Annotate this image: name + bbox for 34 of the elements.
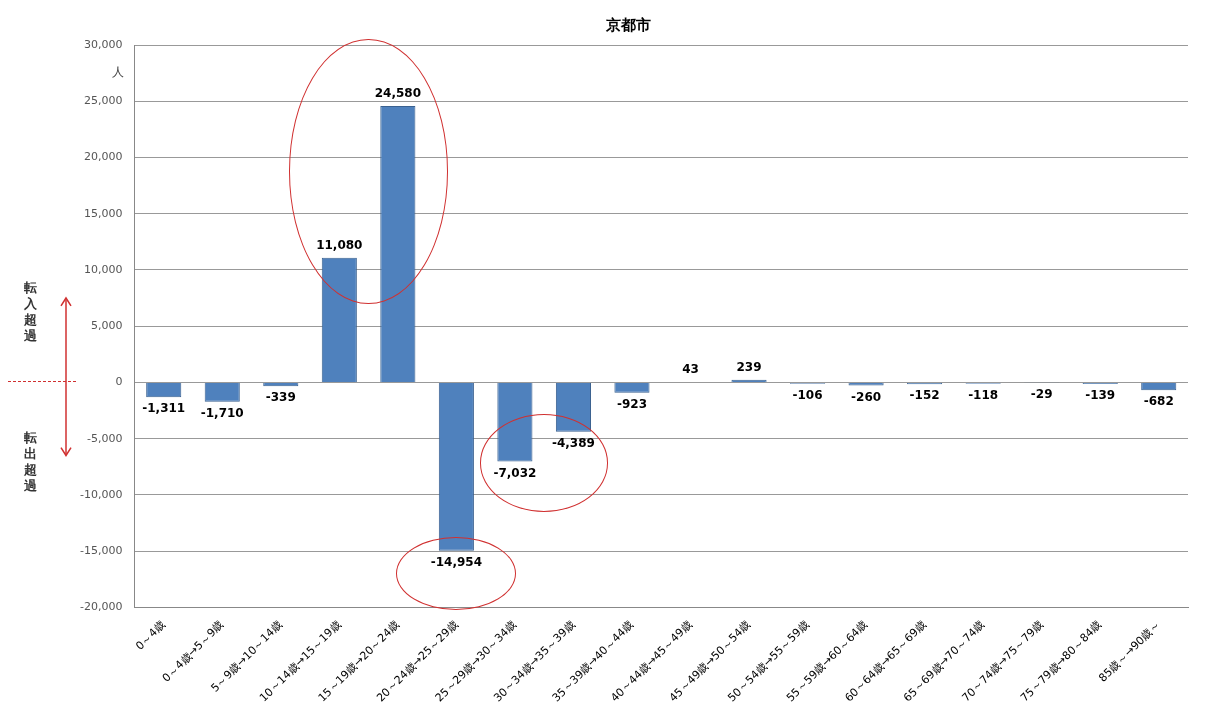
data-label: 43 <box>682 362 699 377</box>
y-tick-label: 15,000 <box>83 206 123 220</box>
data-label: -14,954 <box>430 554 483 569</box>
y-tick-label: -20,000 <box>79 600 123 614</box>
y-tick-label: -5,000 <box>86 431 123 445</box>
data-label: 24,580 <box>374 86 421 101</box>
data-label: -923 <box>616 396 647 411</box>
data-label: -7,032 <box>493 465 537 480</box>
y-tick-label: -10,000 <box>79 487 123 501</box>
data-label: -29 <box>1030 386 1053 401</box>
data-label: -260 <box>851 389 882 404</box>
y-tick-label: 5,000 <box>90 319 123 333</box>
data-label: 11,080 <box>316 237 363 252</box>
text: 転入超過 <box>22 279 38 343</box>
y-tick-label: 25,000 <box>83 94 123 108</box>
data-label: -118 <box>968 387 999 402</box>
data-label: -139 <box>1085 388 1116 403</box>
y-tick-label: -15,000 <box>79 544 123 558</box>
y-axis-title: 人 <box>112 65 125 80</box>
data-label: -4,389 <box>551 435 595 450</box>
y-tick-label: 30,000 <box>83 37 123 51</box>
data-label: -682 <box>1143 394 1174 409</box>
data-label: -106 <box>792 387 823 402</box>
x-tick-label: 0～4歳 <box>133 618 168 653</box>
y-tick-label: 10,000 <box>83 262 123 276</box>
data-label: 239 <box>736 359 762 374</box>
data-label: -152 <box>909 388 940 403</box>
y-tick-label: 20,000 <box>83 150 123 164</box>
data-label: -1,311 <box>142 401 186 416</box>
y-tick-label: 0 <box>115 375 123 389</box>
data-label: -339 <box>265 390 296 405</box>
chart-title: 京都市 <box>604 15 651 34</box>
text: 転出超過 <box>22 429 38 493</box>
data-label: -1,710 <box>200 405 244 420</box>
